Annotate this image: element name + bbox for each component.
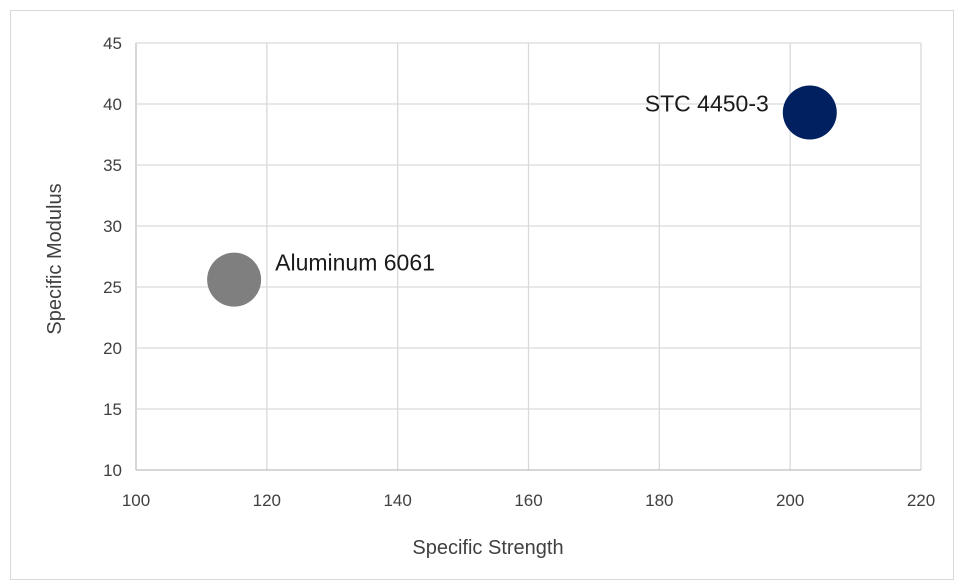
scatter-chart: 100 120 140 160 180 200 220 10 15 20 25 30 35 40 45 Al… xyxy=(44,34,935,559)
data-point xyxy=(782,85,837,140)
data-label: Aluminum 6061 xyxy=(275,250,435,276)
y-tick-label: 30 xyxy=(103,217,122,236)
y-tick-label: 20 xyxy=(103,339,122,358)
chart-container: 100 120 140 160 180 200 220 10 15 20 25 30 35 40 45 Al… xyxy=(10,10,954,580)
y-tick-label: 15 xyxy=(103,400,122,419)
y-tick-label: 25 xyxy=(103,278,122,297)
x-tick-label: 100 xyxy=(122,491,150,510)
x-tick-label: 120 xyxy=(253,491,281,510)
y-axis-title: Specific Modulus xyxy=(44,183,66,334)
y-tick-label: 10 xyxy=(103,461,122,480)
x-tick-label: 180 xyxy=(645,491,673,510)
x-tick-label: 140 xyxy=(383,491,411,510)
data-point xyxy=(207,252,262,307)
x-tick-label: 160 xyxy=(514,491,542,510)
y-tick-label: 45 xyxy=(103,34,122,53)
data-points: Aluminum 6061 STC 4450-3 xyxy=(207,85,837,307)
tick-labels: 100 120 140 160 180 200 220 10 15 20 25 30 35 40 45 xyxy=(103,34,935,510)
data-label: STC 4450-3 xyxy=(645,91,769,117)
x-tick-label: 220 xyxy=(907,491,935,510)
y-tick-label: 35 xyxy=(103,156,122,175)
y-tick-label: 40 xyxy=(103,95,122,114)
x-tick-label: 200 xyxy=(776,491,804,510)
x-axis-title: Specific Strength xyxy=(412,537,563,559)
